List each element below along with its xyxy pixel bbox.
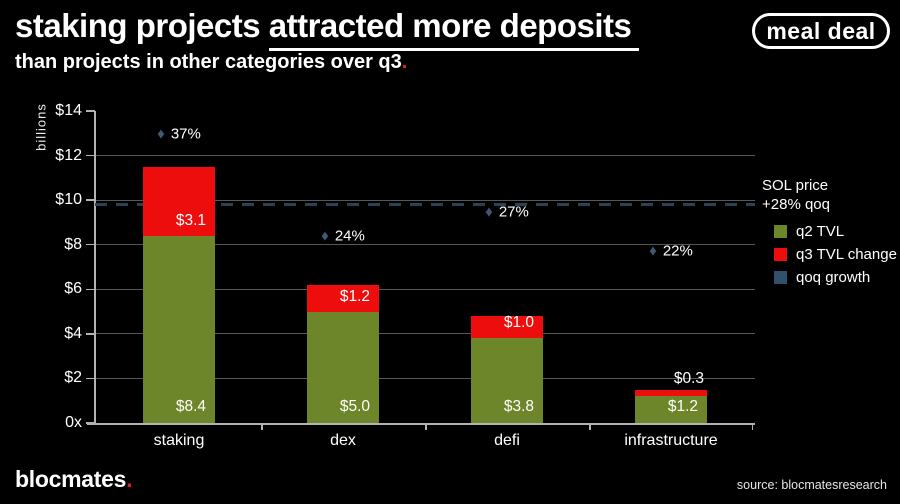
y-axis-tick — [86, 288, 95, 291]
diamond-icon: ♦ — [157, 125, 165, 143]
x-axis-tick — [425, 423, 427, 430]
legend-label: q3 TVL change — [796, 246, 897, 263]
subtitle-text: than projects in other categories over q… — [15, 51, 402, 73]
bar-segment-q3-defi — [471, 316, 543, 339]
bar-segment-q3-staking — [143, 166, 215, 236]
sol-price-annotation-line2: +28% qoq — [762, 196, 830, 213]
blocmates-logo-text: blocmates — [15, 466, 127, 492]
title-underlined-part: attracted more deposits — [268, 7, 640, 51]
qoq-growth-value: 22% — [662, 242, 693, 260]
bar-value-q2-dex: $5.0 — [339, 398, 370, 415]
gridline — [95, 199, 755, 201]
sol-price-annotation: SOL price +28% qoq — [762, 176, 830, 214]
bar-value-q3-defi: $1.0 — [503, 314, 534, 332]
gridline — [95, 288, 755, 290]
qoq-growth-marker-defi: ♦ 27% — [485, 204, 529, 221]
bar-value-q3-staking: $3.1 — [175, 211, 206, 229]
gridline — [95, 244, 755, 246]
page-subtitle: than projects in other categories over q… — [15, 51, 407, 74]
y-tick-label: 0x — [65, 414, 82, 431]
legend-swatch-icon — [774, 271, 787, 284]
title-plain-part: staking projects — [15, 7, 269, 44]
bar-value-q2-infrastructure: $1.2 — [667, 398, 698, 415]
bar-value-q3-dex: $1.2 — [339, 287, 370, 305]
subtitle-period: . — [401, 51, 408, 73]
bar-segment-q2-defi — [471, 338, 543, 423]
sol-price-annotation-line1: SOL price — [762, 177, 829, 194]
y-axis-tick — [86, 199, 95, 201]
bar-segment-q3-dex — [307, 284, 379, 312]
bar-segment-q2-dex — [307, 311, 379, 423]
bar-value-q2-defi: $3.8 — [503, 398, 534, 415]
y-tick-label: $4 — [64, 324, 82, 342]
x-category-label-defi: defi — [494, 432, 520, 449]
diamond-icon: ♦ — [321, 227, 329, 245]
gridline — [95, 377, 755, 379]
source-credit: source: blocmatesresearch — [736, 478, 887, 492]
legend-swatch-icon — [774, 248, 787, 261]
y-tick-label: $14 — [55, 102, 82, 119]
bar-segment-q2-infrastructure — [635, 396, 707, 423]
sol-price-line — [95, 203, 755, 207]
page-title: staking projects attracted more deposits — [15, 6, 640, 51]
gridline — [95, 155, 755, 157]
legend-label: q2 TVL — [796, 223, 845, 240]
x-axis-tick — [261, 423, 263, 430]
blocmates-logo-period: . — [126, 466, 133, 492]
legend-item-1: q3 TVL change — [774, 246, 897, 263]
legend-item-2: qoq growth — [774, 269, 897, 286]
diamond-icon: ♦ — [649, 242, 657, 260]
meal-deal-logo: meal deal — [752, 13, 890, 49]
x-category-label-infrastructure: infrastructure — [624, 432, 718, 449]
y-axis-tick — [86, 154, 95, 157]
y-tick-label: $10 — [55, 191, 82, 209]
legend-item-0: q2 TVL — [774, 223, 897, 240]
gridline — [95, 333, 755, 335]
x-axis-tick — [589, 423, 591, 430]
bar-value-q2-staking: $8.4 — [175, 398, 206, 415]
qoq-growth-value: 37% — [170, 125, 201, 143]
y-axis-tick — [86, 243, 95, 246]
qoq-growth-marker-infrastructure: ♦ 22% — [649, 243, 693, 260]
bar-segment-q3-infrastructure — [635, 389, 707, 397]
diamond-icon: ♦ — [485, 203, 493, 221]
bar-value-q3-infrastructure: $0.3 — [673, 369, 704, 387]
y-tick-label: $2 — [64, 369, 82, 387]
y-tick-label: $8 — [64, 235, 82, 253]
y-axis-tick — [86, 333, 95, 335]
y-tick-label: $6 — [64, 280, 82, 298]
bar-segment-q2-staking — [143, 235, 215, 423]
qoq-growth-marker-staking: ♦ 37% — [157, 126, 201, 143]
y-axis-tick — [86, 110, 95, 112]
legend-label: qoq growth — [796, 269, 871, 286]
y-tick-label: $12 — [55, 146, 82, 164]
legend-swatch-icon — [774, 225, 787, 238]
meal-deal-logo-text: meal deal — [766, 17, 876, 44]
x-category-label-dex: dex — [330, 432, 356, 449]
qoq-growth-marker-dex: ♦ 24% — [321, 227, 365, 244]
qoq-growth-value: 27% — [498, 203, 529, 221]
y-axis-tick — [86, 377, 95, 380]
x-axis-line — [87, 423, 755, 425]
x-category-label-staking: staking — [153, 432, 205, 449]
chart-legend: q2 TVL q3 TVL change qoq growth — [774, 223, 897, 292]
x-axis-tick — [751, 423, 753, 430]
y-axis-line — [94, 111, 96, 423]
qoq-growth-value: 24% — [334, 227, 365, 245]
blocmates-logo: blocmates. — [15, 466, 132, 493]
